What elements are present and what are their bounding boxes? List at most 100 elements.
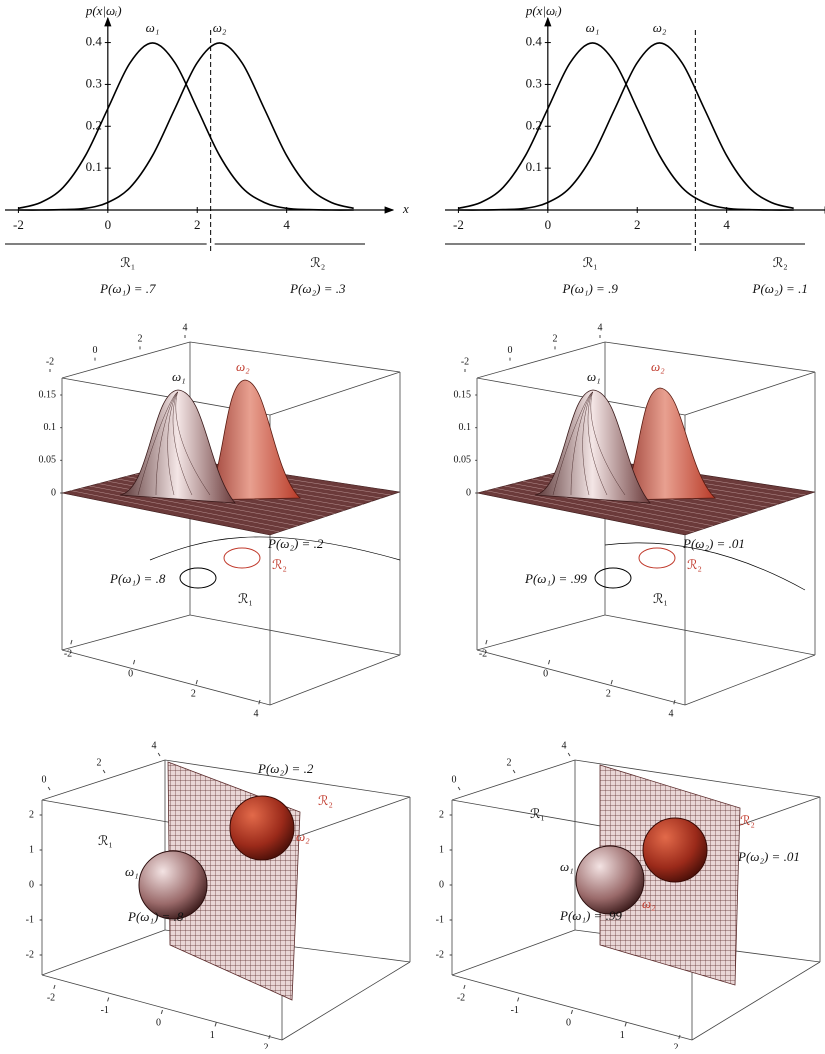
axis-tick — [48, 787, 50, 790]
axis-tick-label: 0 — [93, 345, 98, 356]
class-label: ω₂ — [651, 359, 665, 374]
axis-tick — [571, 1010, 572, 1014]
y-tick-label: 0.4 — [526, 34, 543, 49]
axis-tick — [486, 640, 487, 644]
box-edge — [42, 760, 165, 800]
axis-tick — [625, 1023, 626, 1027]
axis-tick-label: 4 — [562, 740, 567, 751]
axis-tick — [158, 753, 160, 756]
y-axis-label: p(x|ωᵢ) — [85, 3, 122, 18]
box-edge — [452, 975, 692, 1040]
box-edge — [42, 975, 282, 1040]
axis-tick — [458, 787, 460, 790]
prior-label: P(ω₂) = .2 — [257, 761, 314, 776]
axis-tick-label: 0 — [543, 668, 548, 679]
prior-label: P(ω₂) = .01 — [682, 536, 745, 551]
density-surface — [535, 390, 650, 503]
box-edge — [42, 930, 165, 975]
axis-tick-label: 2 — [138, 334, 143, 345]
axis-tick-label: 2 — [507, 757, 512, 768]
axis-tick-label: 1 — [620, 1030, 625, 1041]
class-label: ω₁ — [172, 369, 186, 384]
axis-tick — [215, 1023, 216, 1027]
axis-tick-label: 0 — [466, 487, 471, 498]
axis-tick-label: 2 — [29, 809, 34, 820]
density-curve — [18, 43, 353, 210]
axis-tick-label: -1 — [26, 914, 34, 925]
density-curve — [18, 43, 353, 210]
axis-tick — [679, 1035, 680, 1039]
axis-tick-label: 0.15 — [39, 389, 57, 400]
axis-tick — [464, 985, 465, 989]
box-edge — [452, 930, 575, 975]
prior-label: P(ω₁) = .8 — [127, 909, 184, 924]
y-tick-label: 0.1 — [86, 159, 102, 174]
y-tick-label: 0.1 — [526, 159, 542, 174]
box-edge — [190, 615, 400, 655]
curve-label: ω₂ — [653, 20, 667, 35]
axis-tick-label: 0 — [51, 487, 56, 498]
axis-tick-label: 2 — [606, 688, 611, 699]
y-tick-label: 0.2 — [526, 117, 542, 132]
region-contour — [595, 568, 631, 588]
axis-tick — [548, 660, 549, 664]
box-edge — [685, 372, 815, 415]
x-tick-label: 0 — [105, 217, 112, 232]
axis-tick-label: 0 — [42, 774, 47, 785]
axis-tick-label: -2 — [47, 992, 55, 1003]
x-tick-label: 0 — [545, 217, 552, 232]
curve-label: ω₁ — [586, 20, 600, 35]
region-label: ℛ₁ — [98, 833, 113, 848]
box-edge — [477, 342, 605, 378]
region-contour — [224, 548, 260, 568]
box-edge — [605, 342, 815, 372]
density-curve — [458, 43, 793, 210]
region-label: ℛ₁ — [530, 806, 545, 821]
axis-tick — [259, 700, 260, 704]
axis-tick-label: 2 — [553, 334, 558, 345]
prior-label: P(ω₁) = .7 — [99, 281, 156, 296]
class-label: ω₁ — [560, 859, 574, 874]
class-label: ω₂ — [642, 896, 656, 911]
axis-tick-label: 0 — [566, 1017, 571, 1028]
region-label: ℛ₁ — [120, 255, 135, 270]
box-edge — [62, 615, 190, 650]
prior-label: P(ω₁) = .9 — [562, 281, 619, 296]
box-edge — [270, 655, 400, 705]
y-axis-label: p(x|ωᵢ) — [525, 3, 562, 18]
axis-tick — [611, 680, 612, 684]
box-edge — [62, 650, 270, 705]
axis-tick — [133, 660, 134, 664]
box-edge — [270, 372, 400, 415]
axis-tick-label: 0.1 — [44, 422, 57, 433]
axis-tick-label: 1 — [210, 1030, 215, 1041]
axis-tick — [103, 770, 105, 773]
axis-tick-label: 1 — [439, 844, 444, 855]
axis-tick-label: 4 — [669, 708, 674, 719]
gaussian-sphere — [230, 796, 294, 860]
x-tick-label: 2 — [194, 217, 201, 232]
class-label: ω₂ — [296, 829, 310, 844]
axis-tick-label: -2 — [26, 949, 34, 960]
axis-tick-label: -1 — [436, 914, 444, 925]
figure: xp(x|ωᵢ)-20240.10.20.30.4ω₁ω₂ℛ₁ℛ₂P(ω₁) =… — [0, 0, 825, 1049]
axis-tick-label: 2 — [439, 809, 444, 820]
box-edge — [190, 342, 400, 372]
box-edge — [452, 760, 575, 800]
y-tick-label: 0.2 — [86, 117, 102, 132]
axis-tick-label: 4 — [254, 708, 259, 719]
region-label: ℛ₁ — [653, 591, 668, 606]
axis-tick-label: 0.1 — [459, 422, 472, 433]
class-label: ω₁ — [125, 864, 139, 879]
region-label: ℛ₂ — [272, 557, 287, 572]
axis-tick-label: -2 — [461, 356, 469, 367]
axis-tick — [54, 985, 55, 989]
curve-label: ω₁ — [146, 20, 160, 35]
axis-tick-label: 4 — [152, 740, 157, 751]
x-tick-label: 4 — [283, 217, 290, 232]
axis-tick-label: -2 — [436, 949, 444, 960]
region-label: ℛ₂ — [687, 557, 702, 572]
